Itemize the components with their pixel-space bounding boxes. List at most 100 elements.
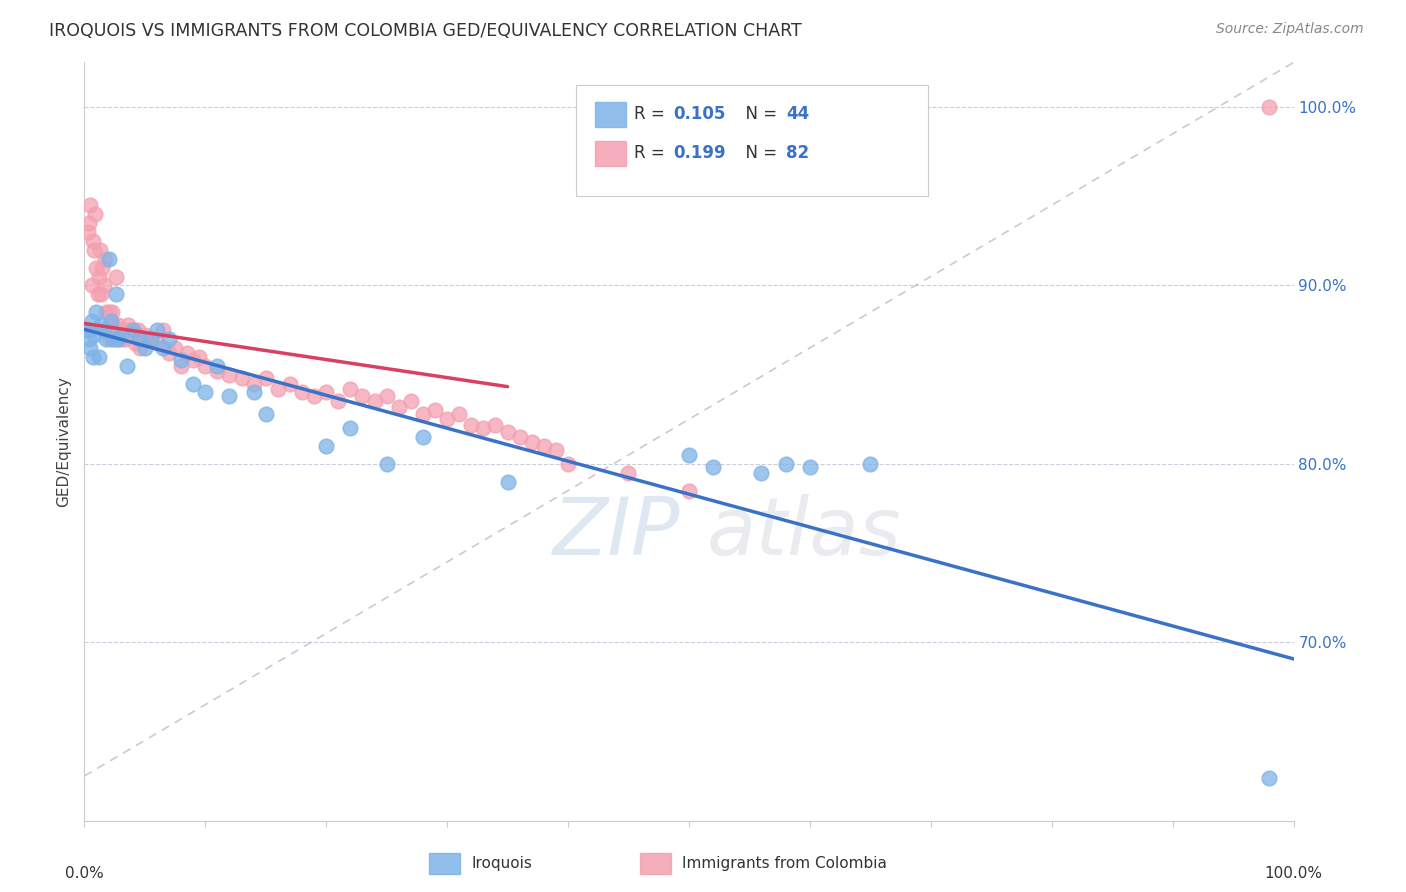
Point — [110, 332, 132, 346]
Point — [509, 430, 531, 444]
Point — [231, 371, 253, 385]
Text: 82: 82 — [786, 145, 808, 162]
Point — [496, 425, 519, 439]
Point — [799, 460, 821, 475]
Point — [79, 341, 101, 355]
Point — [82, 234, 104, 248]
Point — [101, 305, 124, 319]
Point — [94, 252, 117, 266]
Point — [117, 318, 139, 332]
Point — [129, 341, 152, 355]
Point — [315, 439, 337, 453]
Point — [388, 400, 411, 414]
Point — [100, 314, 122, 328]
Point — [97, 305, 120, 319]
Point — [87, 350, 110, 364]
Point — [775, 457, 797, 471]
Text: N =: N = — [735, 145, 783, 162]
Point — [94, 305, 117, 319]
Point — [139, 332, 162, 346]
Point — [105, 332, 128, 346]
Point — [363, 394, 385, 409]
Point — [859, 457, 882, 471]
Point — [114, 332, 136, 346]
Point — [751, 466, 773, 480]
Point — [97, 252, 120, 266]
Point — [328, 394, 350, 409]
Point — [678, 448, 700, 462]
Point — [242, 376, 264, 391]
Point — [207, 359, 229, 373]
Point — [207, 364, 229, 378]
Point — [557, 457, 579, 471]
Point — [94, 332, 117, 346]
Point — [82, 350, 104, 364]
Point — [302, 389, 325, 403]
Point — [107, 318, 129, 332]
Point — [90, 287, 112, 301]
Point — [104, 323, 127, 337]
Point — [176, 346, 198, 360]
Point — [77, 225, 100, 239]
Point — [134, 341, 156, 355]
Point — [617, 466, 640, 480]
Point — [77, 216, 100, 230]
Point — [134, 328, 156, 343]
Point — [242, 385, 264, 400]
Text: Source: ZipAtlas.com: Source: ZipAtlas.com — [1216, 22, 1364, 37]
Point — [77, 332, 100, 346]
Text: 100.0%: 100.0% — [1264, 866, 1323, 881]
Point — [93, 323, 115, 337]
Point — [339, 421, 361, 435]
Text: 44: 44 — [786, 105, 810, 123]
Point — [170, 353, 193, 368]
Point — [165, 341, 187, 355]
Point — [188, 350, 211, 364]
Point — [115, 359, 138, 373]
Point — [83, 328, 105, 343]
Point — [128, 332, 150, 346]
Point — [218, 368, 240, 382]
Point — [181, 376, 204, 391]
Point — [146, 335, 169, 350]
Point — [84, 207, 107, 221]
Point — [496, 475, 519, 489]
Point — [152, 341, 174, 355]
Point — [157, 332, 180, 346]
Point — [146, 323, 169, 337]
Point — [110, 328, 132, 343]
Point — [112, 323, 135, 337]
Point — [267, 382, 290, 396]
Point — [93, 278, 115, 293]
Point — [80, 278, 103, 293]
Text: 0.105: 0.105 — [673, 105, 725, 123]
Point — [520, 435, 543, 450]
Point — [86, 305, 108, 319]
Point — [375, 389, 398, 403]
Point — [218, 389, 240, 403]
Point — [291, 385, 314, 400]
Point — [89, 243, 111, 257]
Point — [80, 314, 103, 328]
Text: IROQUOIS VS IMMIGRANTS FROM COLOMBIA GED/EQUIVALENCY CORRELATION CHART: IROQUOIS VS IMMIGRANTS FROM COLOMBIA GED… — [49, 22, 801, 40]
Point — [181, 353, 204, 368]
Point — [412, 407, 434, 421]
Point — [194, 385, 217, 400]
Point — [157, 346, 180, 360]
Point — [1258, 771, 1281, 785]
Point — [1258, 100, 1281, 114]
Point — [278, 376, 301, 391]
Text: R =: R = — [634, 105, 671, 123]
Point — [702, 460, 724, 475]
Point — [96, 323, 118, 337]
Point — [170, 359, 193, 373]
Point — [533, 439, 555, 453]
Point — [315, 385, 337, 400]
Text: N =: N = — [735, 105, 783, 123]
Point — [103, 332, 125, 346]
Point — [544, 442, 567, 457]
Point — [121, 323, 143, 337]
Point — [484, 417, 506, 432]
Point — [152, 323, 174, 337]
Point — [77, 323, 100, 337]
